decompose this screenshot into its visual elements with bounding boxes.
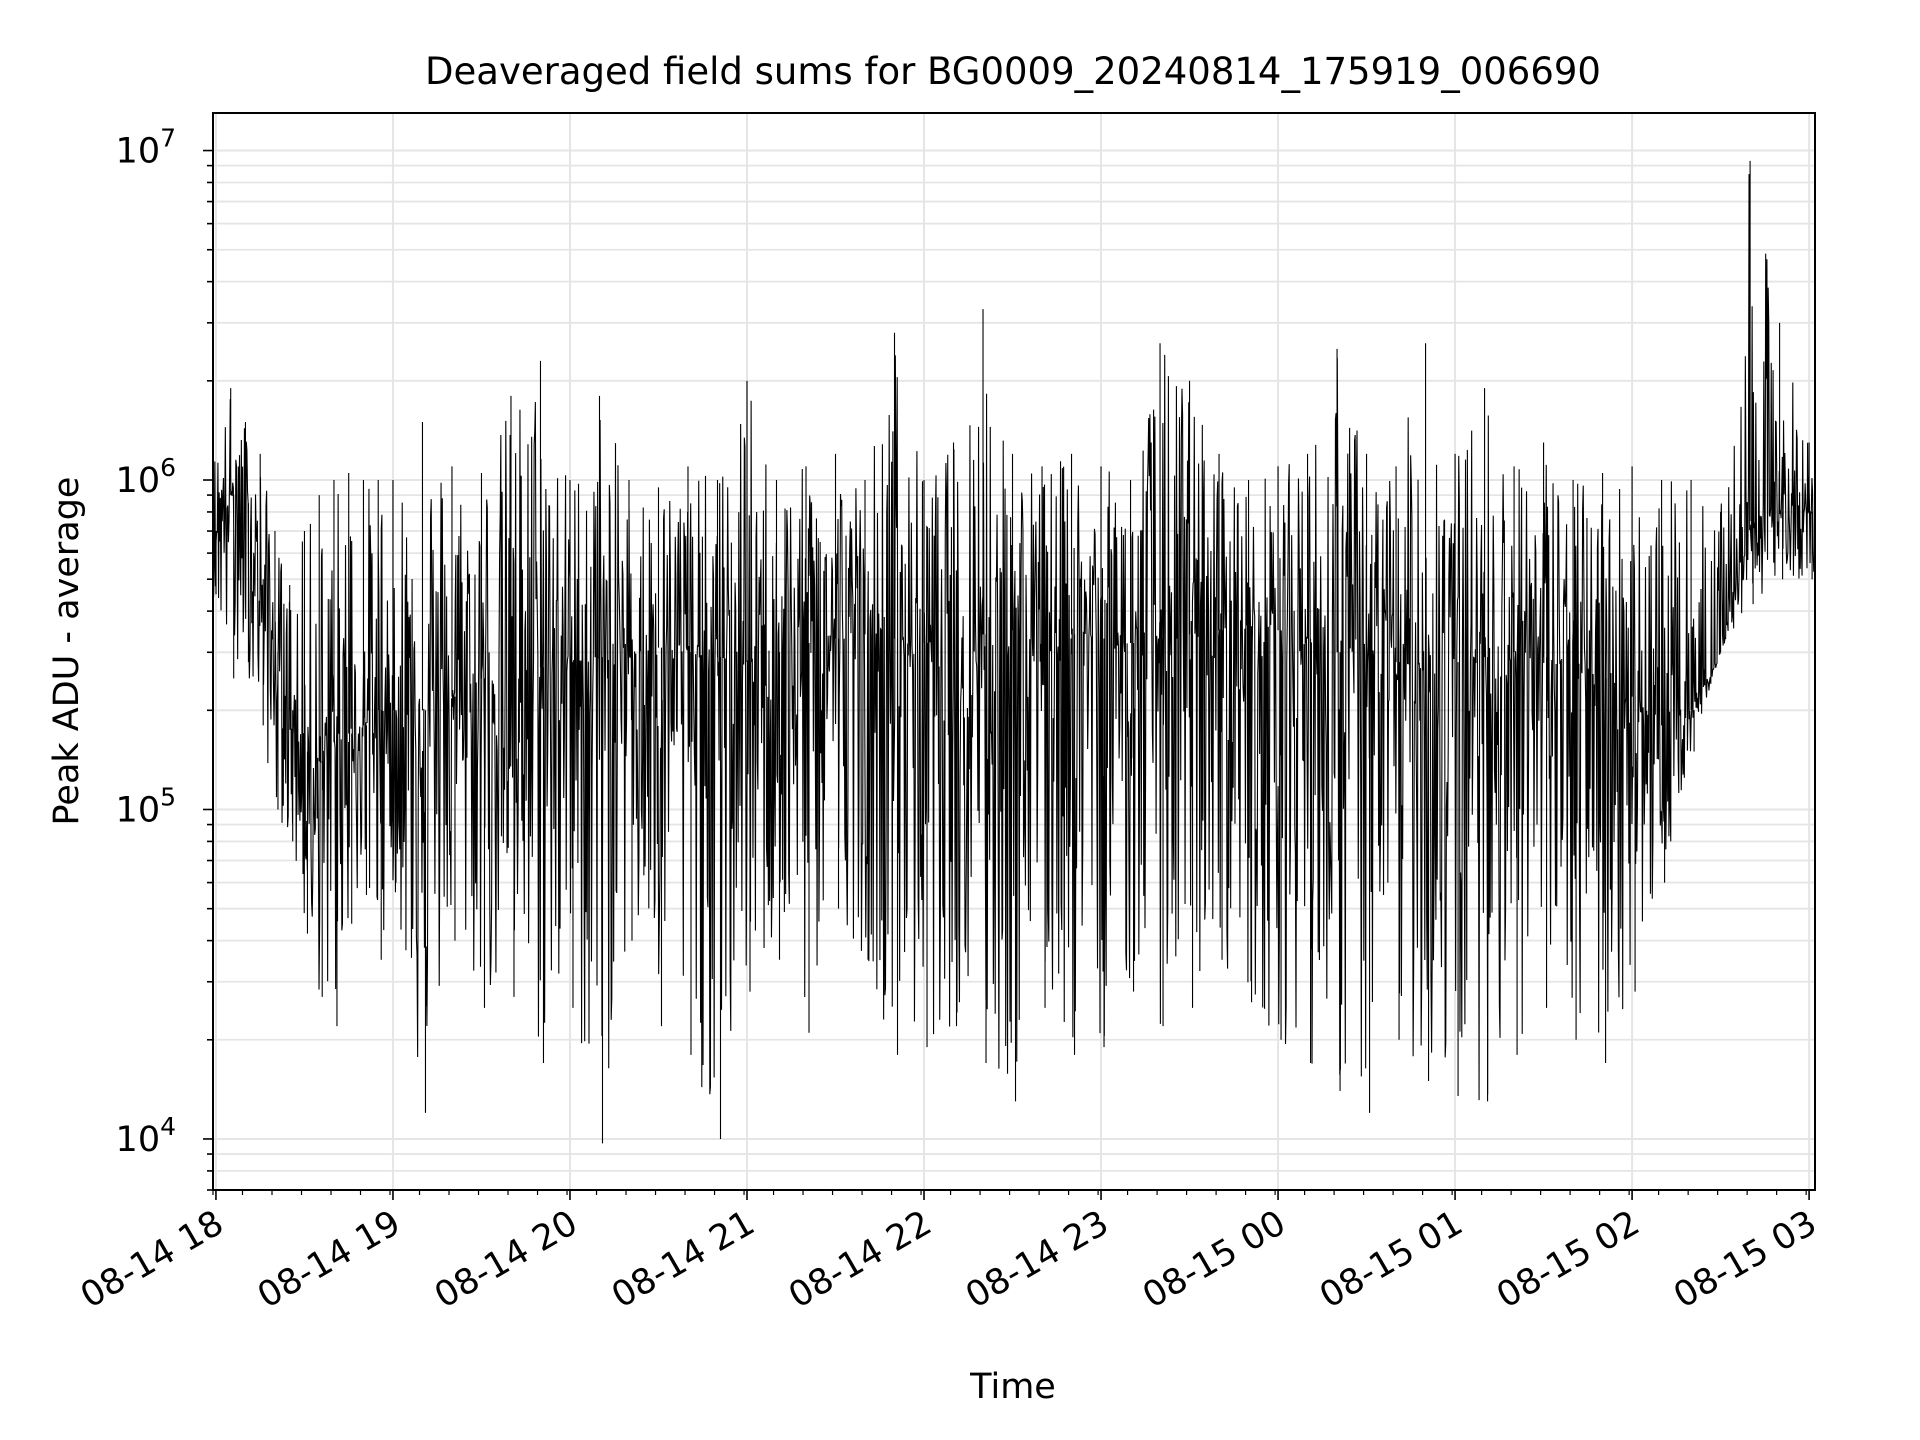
y-tick-label: 105: [116, 782, 176, 830]
y-tick-label: 106: [116, 453, 176, 501]
y-axis: 104 105 106 107: [116, 124, 213, 1191]
data-series: [212, 160, 1816, 1144]
chart-title: Deaveraged field sums for BG0009_2024081…: [425, 50, 1601, 93]
y-tick-label: 107: [116, 124, 176, 172]
y-axis-label: Peak ADU - average: [47, 477, 87, 826]
y-tick-label: 104: [116, 1112, 176, 1160]
series-line: [212, 160, 1816, 1144]
x-axis-label: Time: [969, 1367, 1056, 1407]
